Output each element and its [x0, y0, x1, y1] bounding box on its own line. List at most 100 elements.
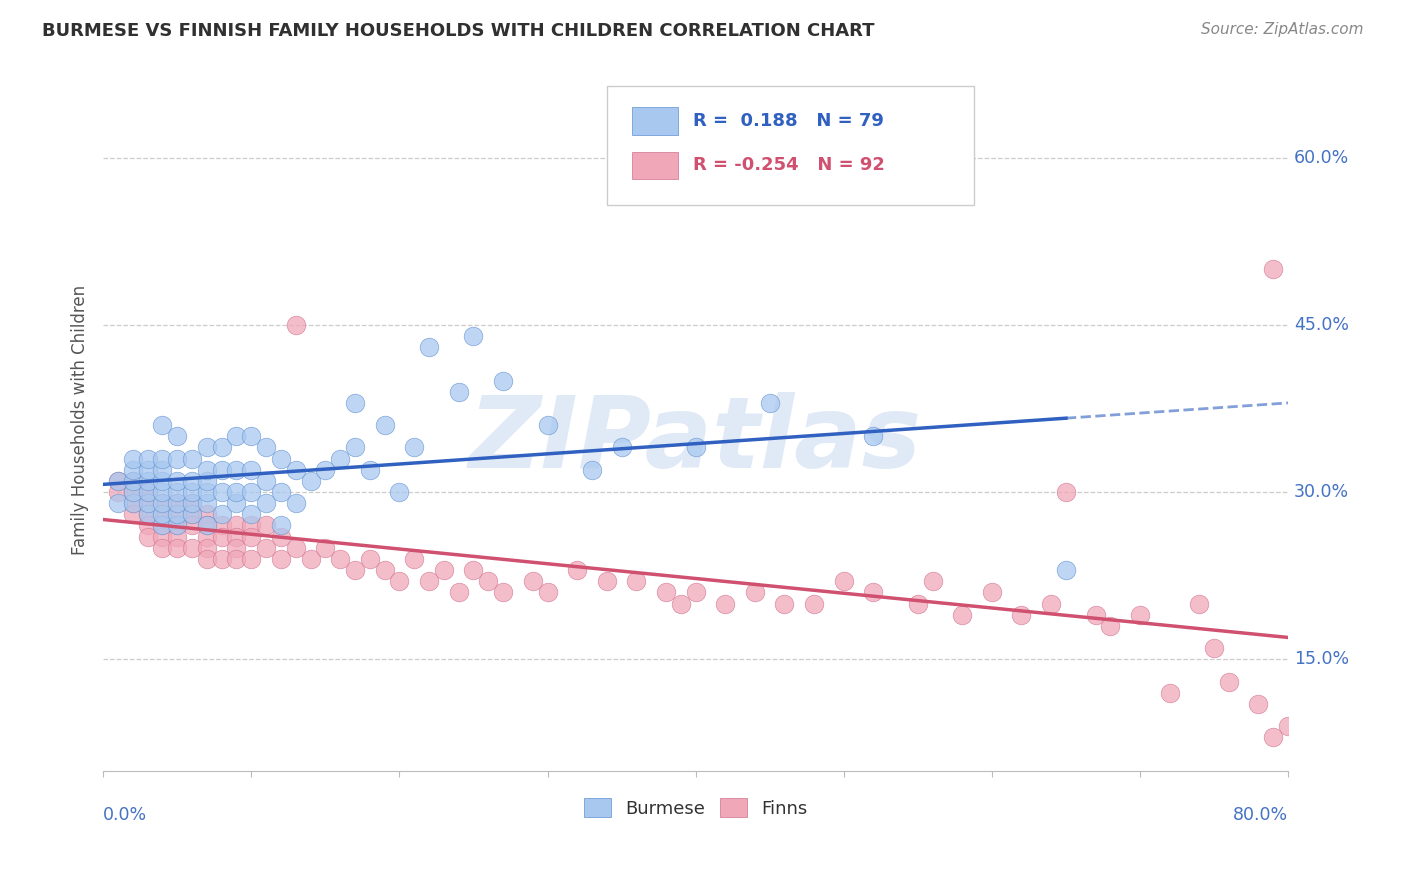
Point — [950, 607, 973, 622]
Point — [374, 418, 396, 433]
Point — [166, 451, 188, 466]
Point — [299, 552, 322, 566]
Point — [211, 552, 233, 566]
Point — [181, 496, 204, 510]
Point — [388, 574, 411, 589]
Point — [404, 441, 426, 455]
Point — [254, 441, 277, 455]
Point — [225, 496, 247, 510]
Point — [862, 585, 884, 599]
Point — [1129, 607, 1152, 622]
Point — [388, 485, 411, 500]
Point — [240, 508, 263, 522]
Point — [150, 541, 173, 555]
Point — [773, 597, 796, 611]
Point — [166, 496, 188, 510]
Point — [240, 530, 263, 544]
Point — [181, 496, 204, 510]
Point — [195, 552, 218, 566]
Point — [1159, 686, 1181, 700]
Legend: Burmese, Finns: Burmese, Finns — [576, 791, 814, 825]
Point — [150, 474, 173, 488]
Point — [121, 485, 143, 500]
Point — [329, 552, 352, 566]
Point — [565, 563, 588, 577]
Point — [211, 518, 233, 533]
Point — [166, 508, 188, 522]
Point — [211, 463, 233, 477]
Point — [181, 541, 204, 555]
Point — [418, 574, 440, 589]
Point — [284, 496, 307, 510]
Point — [240, 518, 263, 533]
Point — [136, 474, 159, 488]
Text: 45.0%: 45.0% — [1294, 316, 1348, 334]
Point — [447, 384, 470, 399]
Point — [1084, 607, 1107, 622]
Point — [1054, 485, 1077, 500]
Point — [980, 585, 1002, 599]
Text: R = -0.254   N = 92: R = -0.254 N = 92 — [693, 156, 886, 175]
Point — [522, 574, 544, 589]
Point — [270, 451, 292, 466]
Point — [136, 463, 159, 477]
FancyBboxPatch shape — [631, 152, 678, 179]
Point — [254, 496, 277, 510]
Text: 0.0%: 0.0% — [103, 805, 148, 824]
Point — [181, 485, 204, 500]
Text: 15.0%: 15.0% — [1294, 650, 1350, 668]
Point — [195, 485, 218, 500]
Point — [225, 429, 247, 443]
Point — [121, 485, 143, 500]
Point — [492, 585, 515, 599]
Point — [581, 463, 603, 477]
Point — [107, 485, 129, 500]
Point — [136, 496, 159, 510]
Point — [343, 441, 366, 455]
Point — [1054, 563, 1077, 577]
Point — [136, 518, 159, 533]
Point — [150, 508, 173, 522]
Point — [1263, 731, 1285, 745]
Point — [225, 463, 247, 477]
Point — [195, 518, 218, 533]
Point — [240, 552, 263, 566]
Point — [150, 496, 173, 510]
Point — [166, 429, 188, 443]
Point — [610, 441, 633, 455]
Point — [195, 496, 218, 510]
Point — [150, 518, 173, 533]
Point — [284, 318, 307, 332]
Point — [121, 474, 143, 488]
Point — [181, 508, 204, 522]
Point — [181, 518, 204, 533]
Point — [107, 496, 129, 510]
Point — [136, 485, 159, 500]
Point — [758, 396, 780, 410]
Point — [195, 441, 218, 455]
Point — [314, 463, 336, 477]
Y-axis label: Family Households with Children: Family Households with Children — [72, 285, 89, 555]
Point — [121, 451, 143, 466]
Point — [136, 508, 159, 522]
Point — [404, 552, 426, 566]
Text: BURMESE VS FINNISH FAMILY HOUSEHOLDS WITH CHILDREN CORRELATION CHART: BURMESE VS FINNISH FAMILY HOUSEHOLDS WIT… — [42, 22, 875, 40]
Point — [343, 396, 366, 410]
Point — [150, 508, 173, 522]
Point — [211, 485, 233, 500]
Text: 30.0%: 30.0% — [1294, 483, 1350, 501]
Point — [150, 530, 173, 544]
Point — [1218, 674, 1240, 689]
Point — [240, 485, 263, 500]
Point — [225, 541, 247, 555]
Point — [284, 463, 307, 477]
Point — [907, 597, 929, 611]
Point — [211, 508, 233, 522]
Point — [685, 585, 707, 599]
Point — [166, 485, 188, 500]
Point — [181, 474, 204, 488]
Point — [1040, 597, 1063, 611]
Point — [121, 496, 143, 510]
Point — [136, 485, 159, 500]
Point — [136, 530, 159, 544]
